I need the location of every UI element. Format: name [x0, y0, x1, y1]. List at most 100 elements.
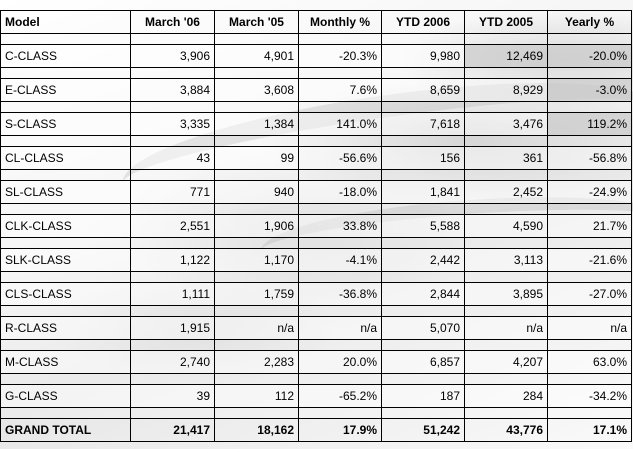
spacer-cell — [130, 237, 215, 249]
spacer-cell — [381, 33, 465, 45]
cell-monthly-pct: 17.9% — [298, 418, 382, 442]
spacer-cell — [0, 101, 131, 113]
header-march-05: March '05 — [214, 10, 299, 34]
spacer-cell — [381, 271, 465, 283]
cell-march-05: 3,608 — [214, 78, 299, 102]
cell-ytd-2006: 7,618 — [381, 112, 465, 136]
spacer-row — [0, 407, 632, 419]
cell-yearly-pct: 119.2% — [547, 112, 632, 136]
spacer-cell — [298, 373, 382, 385]
table-row: CLK-CLASS 2,551 1,906 33.8% 5,588 4,590 21.7% — [0, 214, 632, 238]
spacer-cell — [464, 339, 548, 351]
cell-ytd-2006: 2,442 — [381, 248, 465, 272]
cell-model: C-CLASS — [0, 44, 131, 68]
spacer-cell — [0, 203, 131, 215]
spacer-cell — [214, 135, 299, 147]
cell-march-06: 1,111 — [130, 282, 215, 306]
spacer-cell — [381, 203, 465, 215]
table-row: SL-CLASS 771 940 -18.0% 1,841 2,452 -24.9% — [0, 180, 632, 204]
spacer-cell — [298, 237, 382, 249]
cell-ytd-2006: 51,242 — [381, 418, 465, 442]
spacer-cell — [547, 305, 632, 317]
cell-march-06: 21,417 — [130, 418, 215, 442]
cell-ytd-2005: n/a — [464, 316, 548, 340]
spacer-cell — [464, 271, 548, 283]
spacer-cell — [381, 407, 465, 419]
spacer-row — [0, 33, 632, 45]
cell-march-05: 112 — [214, 384, 299, 408]
cell-ytd-2006: 156 — [381, 146, 465, 170]
cell-march-05: 1,170 — [214, 248, 299, 272]
header-yearly-pct: Yearly % — [547, 10, 632, 34]
spacer-cell — [130, 373, 215, 385]
cell-monthly-pct: -56.6% — [298, 146, 382, 170]
spacer-cell — [547, 67, 632, 79]
table-row: CLS-CLASS 1,111 1,759 -36.8% 2,844 3,895 -27.0… — [0, 282, 632, 306]
cell-march-05: 1,759 — [214, 282, 299, 306]
spacer-cell — [298, 339, 382, 351]
cell-ytd-2005: 4,207 — [464, 350, 548, 374]
spacer-cell — [464, 135, 548, 147]
spacer-cell — [214, 203, 299, 215]
spacer-cell — [547, 203, 632, 215]
cell-yearly-pct: -34.2% — [547, 384, 632, 408]
header-ytd-2006: YTD 2006 — [381, 10, 465, 34]
table-row: M-CLASS 2,740 2,283 20.0% 6,857 4,207 63.0% — [0, 350, 632, 374]
cell-model: SLK-CLASS — [0, 248, 131, 272]
spacer-cell — [214, 169, 299, 181]
cell-march-06: 3,906 — [130, 44, 215, 68]
spacer-cell — [0, 67, 131, 79]
cell-march-05: 1,906 — [214, 214, 299, 238]
table-row: C-CLASS 3,906 4,901 -20.3% 9,980 12,469 -20.0% — [0, 44, 632, 68]
cell-ytd-2006: 5,588 — [381, 214, 465, 238]
spacer-cell — [298, 169, 382, 181]
cell-yearly-pct: 17.1% — [547, 418, 632, 442]
spacer-cell — [298, 101, 382, 113]
spacer-cell — [298, 67, 382, 79]
header-row: Model March '06 March '05 Monthly % YTD … — [0, 10, 632, 34]
spacer-cell — [547, 135, 632, 147]
spacer-cell — [381, 169, 465, 181]
cell-ytd-2006: 6,857 — [381, 350, 465, 374]
cell-model: S-CLASS — [0, 112, 131, 136]
cell-yearly-pct: -3.0% — [547, 78, 632, 102]
spacer-row — [0, 67, 632, 79]
spacer-cell — [214, 271, 299, 283]
cell-ytd-2006: 1,841 — [381, 180, 465, 204]
header-monthly-pct: Monthly % — [298, 10, 382, 34]
cell-march-06: 2,740 — [130, 350, 215, 374]
spacer-cell — [0, 33, 131, 45]
header-model: Model — [0, 10, 131, 34]
table-row: G-CLASS 39 112 -65.2% 187 284 -34.2% — [0, 384, 632, 408]
spacer-cell — [214, 373, 299, 385]
cell-march-06: 771 — [130, 180, 215, 204]
cell-monthly-pct: -36.8% — [298, 282, 382, 306]
cell-monthly-pct: n/a — [298, 316, 382, 340]
spacer-cell — [0, 407, 131, 419]
cell-ytd-2005: 12,469 — [464, 44, 548, 68]
spacer-cell — [130, 305, 215, 317]
table-row: S-CLASS 3,335 1,384 141.0% 7,618 3,476 119.2% — [0, 112, 632, 136]
cell-yearly-pct: 63.0% — [547, 350, 632, 374]
spacer-row — [0, 305, 632, 317]
table-row: R-CLASS 1,915 n/a n/a 5,070 n/a n/a — [0, 316, 632, 340]
spacer-cell — [0, 373, 131, 385]
header-march-06: March '06 — [130, 10, 215, 34]
table-row: CL-CLASS 43 99 -56.6% 156 361 -56.8% — [0, 146, 632, 170]
spacer-cell — [214, 407, 299, 419]
spacer-cell — [547, 407, 632, 419]
spacer-cell — [298, 407, 382, 419]
cell-ytd-2006: 9,980 — [381, 44, 465, 68]
cell-monthly-pct: 33.8% — [298, 214, 382, 238]
spacer-cell — [130, 339, 215, 351]
cell-march-06: 1,122 — [130, 248, 215, 272]
cell-yearly-pct: -21.6% — [547, 248, 632, 272]
spacer-row — [0, 271, 632, 283]
spacer-cell — [214, 101, 299, 113]
table-row: E-CLASS 3,884 3,608 7.6% 8,659 8,929 -3.0% — [0, 78, 632, 102]
cell-march-06: 3,884 — [130, 78, 215, 102]
cell-ytd-2005: 3,895 — [464, 282, 548, 306]
spacer-row — [0, 135, 632, 147]
cell-ytd-2005: 4,590 — [464, 214, 548, 238]
